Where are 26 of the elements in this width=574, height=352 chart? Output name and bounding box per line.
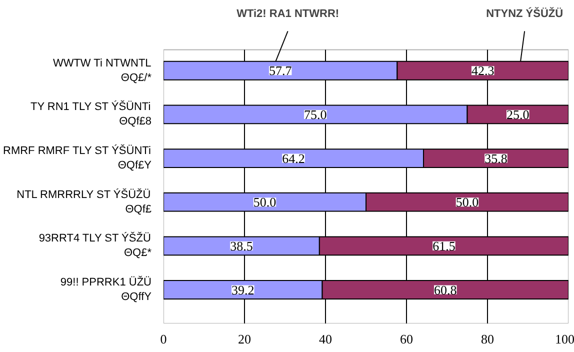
data-label: 64.2 [282,150,305,166]
data-label: 25.0 [506,106,530,122]
data-label: 35.8 [484,150,508,166]
x-tick-label: 20 [238,332,251,346]
data-label: 61.5 [432,238,456,254]
x-tick-label: 80 [481,332,494,346]
x-tick-label: 60 [400,332,413,346]
data-label: 50.0 [456,194,479,210]
data-label: 50.0 [253,194,276,210]
data-label: 57.7 [268,63,292,78]
data-label: 38.5 [230,238,253,254]
data-label: 42.3 [471,63,494,78]
x-tick-label: 40 [319,332,332,346]
data-label: 60.8 [434,282,457,298]
x-tick-label: 100 [555,332,574,346]
x-tick-label: 0 [160,332,167,346]
y-tick-label: RMRF RMRF TLY ST ÝŠÜNTi ΘQf£Y [3,144,152,172]
y-tick-label: WWTW Ti NTWNTL ΘQ£/* [52,57,152,84]
y-tick-label: TY RN1 TLY ST ÝŠÜNTi ΘQf£8 [30,100,152,128]
y-tick-label: 99!! PPRRK1 ÜŽÜ ΘQffY [60,276,152,303]
text: WTi2! RA1 NTWRR! [236,8,340,20]
data-label: 75.0 [304,106,327,122]
y-tick-label: NTL RMRRRLY ST ÝŠÜŽÜ ΘQf£ [16,188,152,216]
text: NTYNZ ÝŠÜŽÜ [486,7,564,20]
data-label: 39.2 [232,282,254,298]
y-tick-label: 93RRT4 TLY ST ÝŠŽÜ ΘQ£* [38,232,152,260]
